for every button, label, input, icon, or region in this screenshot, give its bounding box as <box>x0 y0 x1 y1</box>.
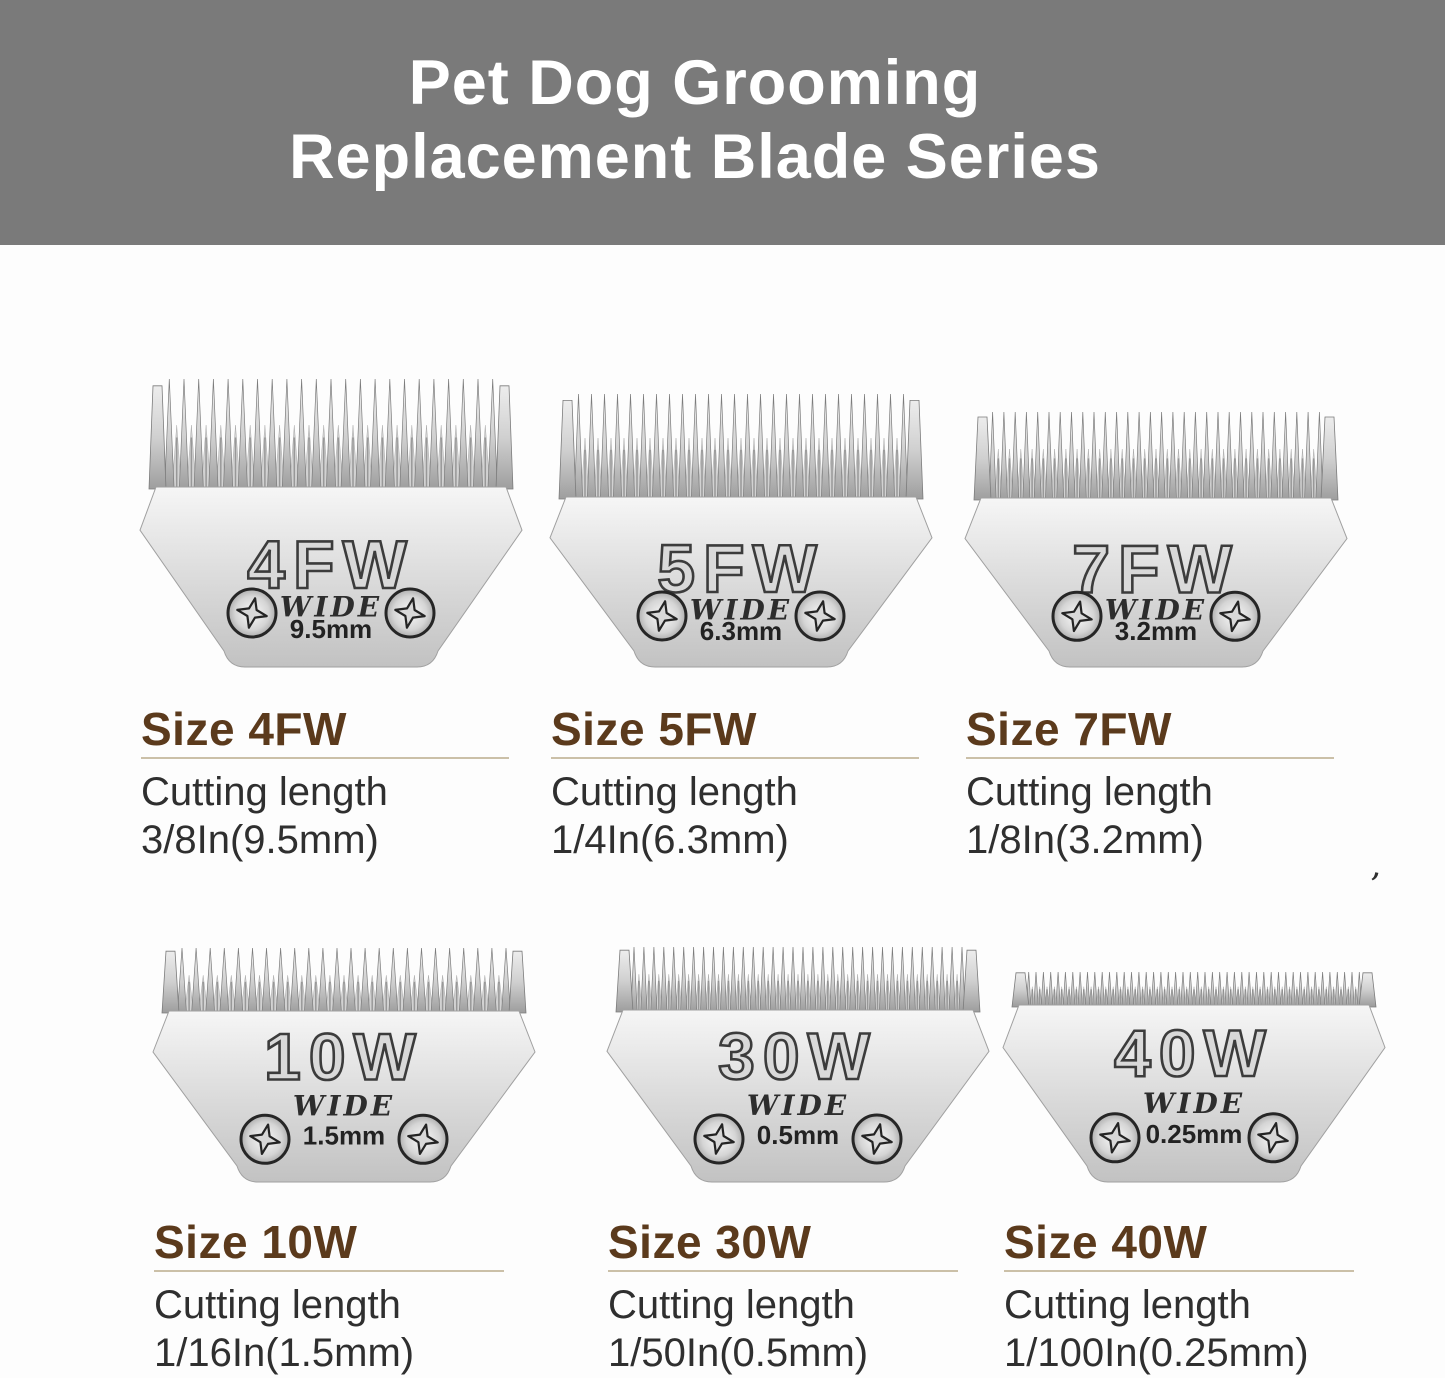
svg-text:10W: 10W <box>264 1019 424 1093</box>
blade-caption: Size 40W Cutting length 1/100In(0.25mm) <box>998 1216 1390 1378</box>
svg-text:9.5mm: 9.5mm <box>290 614 372 644</box>
cutting-length-label: Cutting length <box>154 1282 401 1327</box>
blade-size-heading: Size 10W <box>154 1216 358 1268</box>
svg-text:WIDE: WIDE <box>293 1089 395 1122</box>
blade-caption: Size 30W Cutting length 1/50In(0.5mm) <box>602 1216 994 1378</box>
blade-photo-5fw: 5FW WIDE 6.3mm <box>545 373 937 673</box>
blade-size-heading: Size 4FW <box>141 703 347 755</box>
blade-size-heading: Size 5FW <box>551 703 757 755</box>
blade-photo-10w: 10W WIDE 1.5mm <box>148 944 540 1188</box>
svg-text:1.5mm: 1.5mm <box>303 1120 385 1150</box>
blade-card-30w: 30W WIDE 0.5mm Size 30W Cutting length 1… <box>602 944 994 1378</box>
cutting-length-value: 1/4In(6.3mm) <box>551 818 789 863</box>
blade-caption: Size 4FW Cutting length 3/8In(9.5mm) <box>135 703 527 865</box>
svg-text:6.3mm: 6.3mm <box>700 616 782 646</box>
blade-card-10w: 10W WIDE 1.5mm Size 10W Cutting length 1… <box>148 944 540 1378</box>
svg-text:3.2mm: 3.2mm <box>1115 616 1197 646</box>
blade-photo-30w: 30W WIDE 0.5mm <box>602 944 994 1188</box>
svg-text:WIDE: WIDE <box>747 1089 849 1122</box>
page-title-line1: Pet Dog Grooming <box>408 47 982 118</box>
svg-text:30W: 30W <box>718 1019 878 1093</box>
heading-divider <box>1004 1269 1354 1272</box>
blade-photo-7fw: 7FW WIDE 3.2mm <box>960 373 1352 673</box>
svg-text:0.25mm: 0.25mm <box>1146 1119 1243 1149</box>
blade-card-7fw: 7FW WIDE 3.2mm Size 7FW Cutting length 1… <box>960 373 1352 865</box>
svg-text:40W: 40W <box>1114 1016 1274 1090</box>
svg-text:4FW: 4FW <box>247 527 415 603</box>
cutting-length-label: Cutting length <box>551 769 798 814</box>
cutting-length-value: 1/50In(0.5mm) <box>608 1331 869 1376</box>
heading-divider <box>966 756 1334 759</box>
stray-mark: ’ <box>1364 865 1383 907</box>
svg-text:7FW: 7FW <box>1072 532 1240 608</box>
svg-text:5FW: 5FW <box>657 531 825 607</box>
cutting-length-value: 1/100In(0.25mm) <box>1004 1331 1309 1376</box>
cutting-length-value: 3/8In(9.5mm) <box>141 818 379 863</box>
blade-caption: Size 5FW Cutting length 1/4In(6.3mm) <box>545 703 937 865</box>
page-title: Pet Dog Grooming Replacement Blade Serie… <box>289 47 1101 194</box>
blade-photo-4fw: 4FW WIDE 9.5mm <box>135 373 527 673</box>
svg-text:0.5mm: 0.5mm <box>757 1120 839 1150</box>
blade-caption: Size 7FW Cutting length 1/8In(3.2mm) <box>960 703 1352 865</box>
cutting-length-label: Cutting length <box>966 769 1213 814</box>
blade-card-5fw: 5FW WIDE 6.3mm Size 5FW Cutting length 1… <box>545 373 937 865</box>
blade-size-heading: Size 40W <box>1004 1216 1208 1268</box>
svg-text:WIDE: WIDE <box>280 591 382 624</box>
svg-text:WIDE: WIDE <box>1105 594 1207 627</box>
page-title-line2: Replacement Blade Series <box>289 121 1101 192</box>
blade-caption: Size 10W Cutting length 1/16In(1.5mm) <box>148 1216 540 1378</box>
cutting-length-value: 1/8In(3.2mm) <box>966 818 1204 863</box>
cutting-length-label: Cutting length <box>1004 1282 1251 1327</box>
heading-divider <box>141 756 509 759</box>
svg-text:WIDE: WIDE <box>690 593 792 626</box>
svg-text:WIDE: WIDE <box>1143 1087 1245 1120</box>
blade-card-4fw: 4FW WIDE 9.5mm Size 4FW Cutting length 3… <box>135 373 527 865</box>
blade-card-40w: 40W WIDE 0.25mm Size 40W Cutting length … <box>998 944 1390 1378</box>
heading-divider <box>551 756 919 759</box>
blade-photo-40w: 40W WIDE 0.25mm <box>998 944 1390 1188</box>
blade-size-heading: Size 30W <box>608 1216 812 1268</box>
heading-divider <box>154 1269 504 1272</box>
cutting-length-label: Cutting length <box>141 769 388 814</box>
cutting-length-label: Cutting length <box>608 1282 855 1327</box>
cutting-length-value: 1/16In(1.5mm) <box>154 1331 415 1376</box>
blade-size-heading: Size 7FW <box>966 703 1172 755</box>
heading-divider <box>608 1269 958 1272</box>
title-banner: Pet Dog Grooming Replacement Blade Serie… <box>0 0 1445 245</box>
